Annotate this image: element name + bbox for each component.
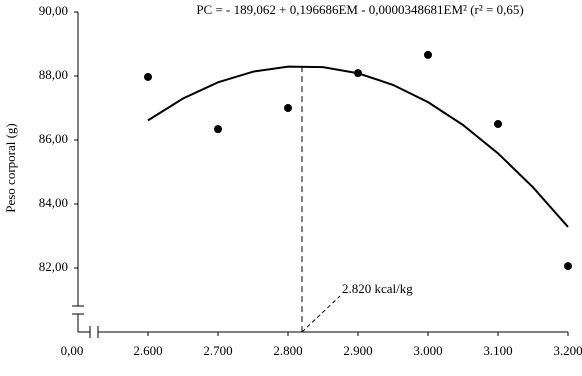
chart-title: PC = - 189,062 + 0,196686EM - 0,00003486… bbox=[196, 2, 523, 17]
data-point bbox=[354, 69, 362, 78]
data-point bbox=[494, 120, 502, 128]
x-tick-label: 3.100 bbox=[483, 343, 512, 358]
x-tick-label: 2.900 bbox=[343, 343, 372, 358]
data-point bbox=[424, 50, 432, 59]
data-point bbox=[564, 262, 572, 271]
x-tick-label: 0,00 bbox=[61, 343, 84, 358]
y-axis-label: Peso corporal (g) bbox=[3, 123, 18, 213]
x-tick-label: 3.200 bbox=[553, 343, 582, 358]
y-tick-label: 90,00 bbox=[39, 3, 68, 18]
data-point bbox=[214, 125, 222, 134]
data-point bbox=[144, 72, 152, 81]
x-tick-label: 2.800 bbox=[273, 343, 302, 358]
x-tick-label: 3.000 bbox=[413, 343, 442, 358]
x-tick-label: 2.600 bbox=[133, 343, 162, 358]
fit-curve bbox=[147, 65, 569, 228]
y-tick-label: 88,00 bbox=[39, 67, 68, 82]
y-tick-label: 84,00 bbox=[39, 195, 68, 210]
y-tick-label: 82,00 bbox=[39, 259, 68, 274]
x-tick-label: 2.700 bbox=[203, 343, 232, 358]
y-tick-label: 86,00 bbox=[39, 131, 68, 146]
data-point bbox=[284, 104, 292, 112]
annotation-leader bbox=[301, 295, 341, 333]
annotation: 2.820 kcal/kg bbox=[342, 281, 413, 296]
